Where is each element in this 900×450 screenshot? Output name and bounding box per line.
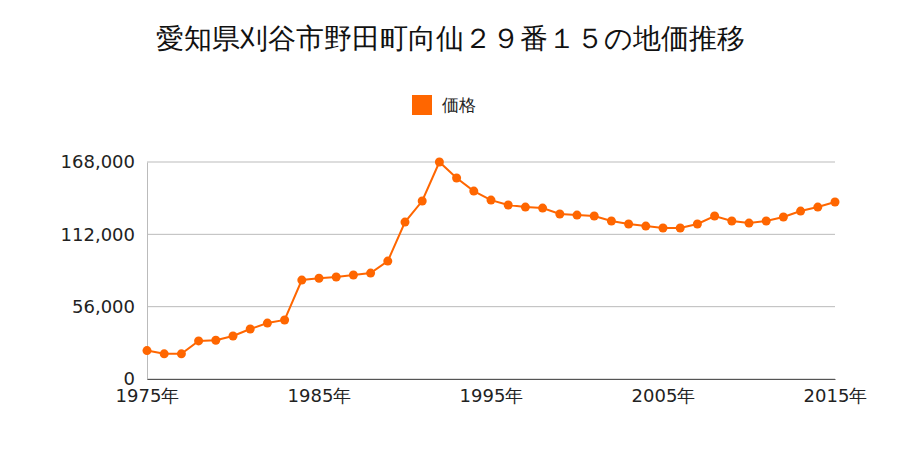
point <box>229 331 238 340</box>
y-tick-label: 56,000 <box>72 296 135 317</box>
grid-line <box>147 234 835 235</box>
point <box>452 174 461 183</box>
point <box>297 276 306 285</box>
x-tick-label: 1995年 <box>460 385 524 406</box>
y-tick-label: 168,000 <box>61 151 135 172</box>
point <box>246 325 255 334</box>
title: 愛知県刈谷市野田町向仙２９番１５の地価推移 <box>156 22 745 55</box>
point <box>383 257 392 266</box>
x-tick: 1975年 <box>116 379 180 406</box>
point <box>641 222 650 231</box>
point <box>211 336 220 345</box>
grid-line <box>147 162 835 163</box>
point <box>487 196 496 205</box>
x-tick-label: 1985年 <box>288 385 352 406</box>
point <box>813 203 822 212</box>
x-tick: 2005年 <box>632 379 696 406</box>
point <box>177 349 186 358</box>
x-tick-label: 1975年 <box>116 385 180 406</box>
point <box>315 274 324 283</box>
point <box>469 187 478 196</box>
point <box>194 336 203 345</box>
point <box>504 201 513 210</box>
point <box>659 224 668 233</box>
point <box>349 271 358 280</box>
point <box>401 218 410 227</box>
y-tick-label: 112,000 <box>61 224 135 245</box>
legend: 価格 <box>412 95 476 115</box>
grid <box>147 162 835 379</box>
point <box>366 269 375 278</box>
marks <box>143 158 840 359</box>
point <box>831 198 840 207</box>
point <box>796 207 805 216</box>
plot: 056,000112,000168,0001975年1985年1995年2005… <box>61 151 868 406</box>
legend-label: 価格 <box>442 95 476 115</box>
point <box>435 158 444 167</box>
x-tick-label: 2015年 <box>804 385 868 406</box>
point <box>332 272 341 281</box>
point <box>573 211 582 220</box>
point <box>624 220 633 229</box>
x-axis: 1975年 1985年 1995年 2005年 2015年 <box>116 379 868 406</box>
x-tick-label: 2005年 <box>632 385 696 406</box>
grid-line <box>147 306 835 307</box>
x-tick: 1985年 <box>288 379 352 406</box>
point <box>538 204 547 213</box>
y-tick: 112,000 <box>61 224 147 245</box>
point <box>280 315 289 324</box>
point <box>693 220 702 229</box>
x-tick: 2015年 <box>804 379 868 406</box>
x-tick: 1995年 <box>460 379 524 406</box>
point <box>555 210 564 219</box>
point <box>727 217 736 226</box>
point <box>418 197 427 206</box>
point <box>710 211 719 220</box>
point <box>590 211 599 220</box>
grid-line <box>147 379 835 380</box>
markers <box>143 158 840 359</box>
legend-swatch <box>412 95 432 115</box>
point <box>745 219 754 228</box>
x-axis-line <box>148 379 836 380</box>
y-tick: 56,000 <box>72 296 147 317</box>
point <box>676 224 685 233</box>
point <box>607 217 616 226</box>
point <box>143 346 152 355</box>
chart: 愛知県刈谷市野田町向仙２９番１５の地価推移価格056,000112,000168… <box>0 0 900 450</box>
line <box>147 162 835 354</box>
point <box>160 349 169 358</box>
y-tick: 168,000 <box>61 151 147 172</box>
point <box>762 217 771 226</box>
point <box>263 319 272 328</box>
point <box>521 203 530 212</box>
y-axis: 056,000112,000168,000 <box>61 151 148 389</box>
point <box>779 213 788 222</box>
